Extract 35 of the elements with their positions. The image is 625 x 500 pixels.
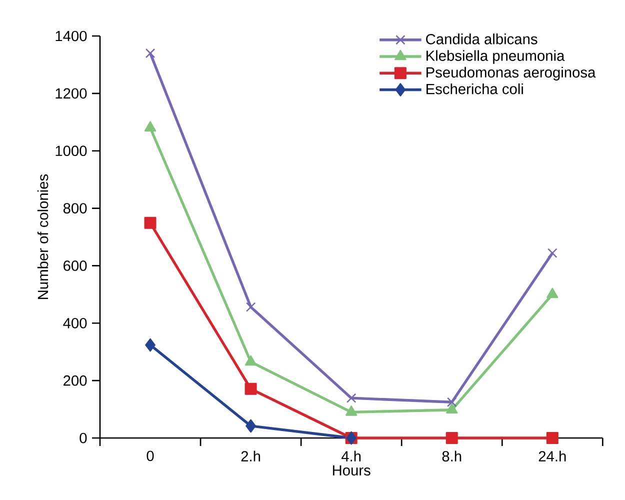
point: [244, 355, 257, 366]
point: [446, 397, 457, 408]
y-axis-title: Number of colonies: [37, 174, 48, 299]
point: [546, 432, 558, 444]
point: [145, 338, 156, 352]
y-tick-label: 800: [63, 203, 87, 214]
point: [246, 302, 256, 312]
point: [144, 216, 156, 229]
y-tick-label: 1200: [56, 88, 87, 99]
y-tick-label: 600: [64, 260, 87, 271]
legend-label: Candida albicans: [426, 34, 538, 44]
y-tick-label: 200: [64, 375, 87, 386]
point: [244, 382, 257, 395]
y-tick-label: 1400: [56, 30, 87, 42]
x-tick-label: 0: [146, 450, 154, 462]
x-tick-label: 2.h: [241, 450, 260, 462]
y-tick-label: 0: [80, 432, 87, 444]
y-tick-label: 1000: [56, 146, 87, 156]
x-axis-title: Hours: [332, 465, 370, 476]
legend-label: Pseudomonas aeroginosa: [426, 66, 596, 80]
point: [145, 48, 156, 58]
x-tick-label: 8.h: [442, 450, 462, 462]
legend-label: Klebsiella pneumonia: [426, 50, 565, 64]
x-tick-label: 24.h: [538, 450, 566, 462]
y-tick-label: 400: [63, 318, 87, 328]
point: [246, 419, 256, 433]
point: [144, 121, 156, 132]
x-tick-label: 4.h: [341, 450, 361, 462]
point: [446, 432, 458, 444]
point: [547, 248, 558, 258]
point: [446, 403, 458, 414]
point: [546, 288, 558, 298]
legend-label: Eschericha coli: [426, 83, 523, 94]
point: [346, 393, 356, 403]
point: [345, 405, 358, 416]
